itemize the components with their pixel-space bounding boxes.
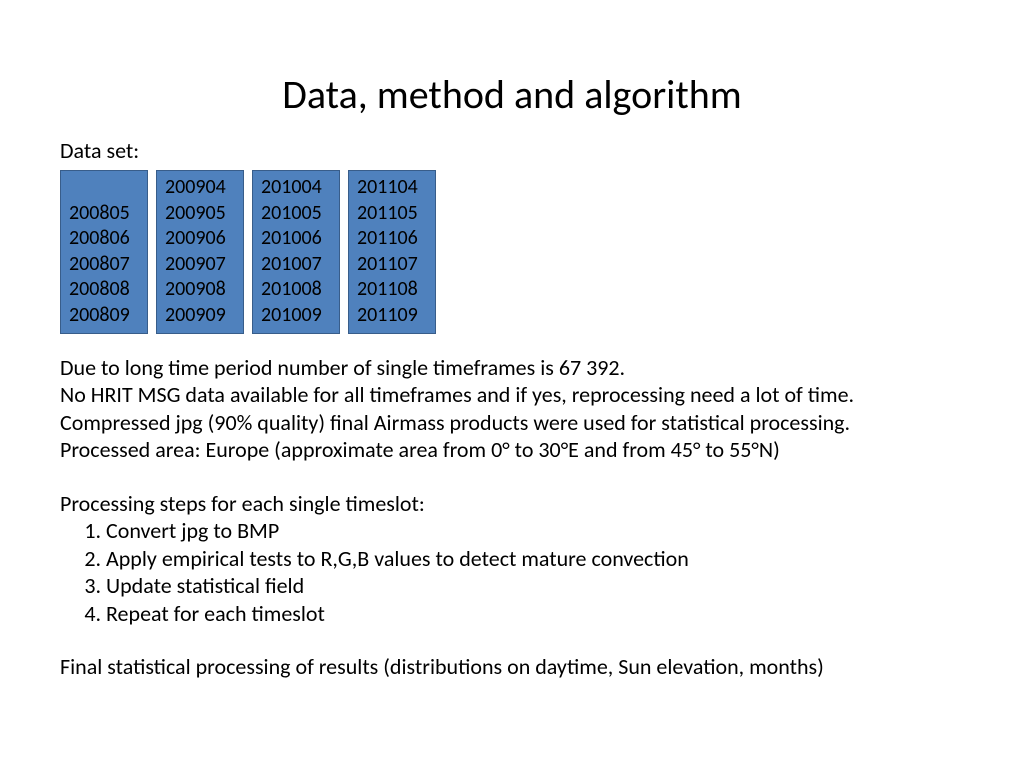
body-text: Due to long time period number of single… xyxy=(60,354,964,681)
table-column: 200904 200905 200906 200907 200908 20090… xyxy=(156,170,244,334)
table-cell: 201005 xyxy=(261,201,331,227)
table-cell: 201004 xyxy=(261,175,331,201)
step-item: Update statistical field xyxy=(106,572,964,600)
table-cell: 201007 xyxy=(261,252,331,278)
table-column: 000000 200805 200806 200807 200808 20080… xyxy=(60,170,148,334)
table-cell: 200808 xyxy=(69,277,139,303)
table-cell: 201104 xyxy=(357,175,427,201)
para-line: Processed area: Europe (approximate area… xyxy=(60,436,964,464)
table-cell: 200805 xyxy=(69,201,139,227)
steps-list: Convert jpg to BMP Apply empirical tests… xyxy=(60,517,964,627)
step-item: Repeat for each timeslot xyxy=(106,600,964,628)
steps-label: Processing steps for each single timeslo… xyxy=(60,490,964,518)
table-cell: 201109 xyxy=(357,303,427,329)
table-cell: 200905 xyxy=(165,201,235,227)
table-cell: 200907 xyxy=(165,252,235,278)
table-column: 201104 201105 201106 201107 201108 20110… xyxy=(348,170,436,334)
table-cell: 201008 xyxy=(261,277,331,303)
table-cell: 200904 xyxy=(165,175,235,201)
table-cell: 201108 xyxy=(357,277,427,303)
table-cell: 200906 xyxy=(165,226,235,252)
table-cell: 200809 xyxy=(69,303,139,329)
table-cell: 201107 xyxy=(357,252,427,278)
para-line: Due to long time period number of single… xyxy=(60,354,964,382)
table-cell: 200909 xyxy=(165,303,235,329)
table-cell: 200908 xyxy=(165,277,235,303)
slide-title: Data, method and algorithm xyxy=(60,70,964,119)
table-cell: 201106 xyxy=(357,226,427,252)
table-column: 201004 201005 201006 201007 201008 20100… xyxy=(252,170,340,334)
para-line: Compressed jpg (90% quality) final Airma… xyxy=(60,409,964,437)
table-cell: 201006 xyxy=(261,226,331,252)
step-item: Apply empirical tests to R,G,B values to… xyxy=(106,545,964,573)
table-cell: 201105 xyxy=(357,201,427,227)
step-item: Convert jpg to BMP xyxy=(106,517,964,545)
table-cell: 200807 xyxy=(69,252,139,278)
dataset-label: Data set: xyxy=(60,137,964,164)
table-cell: 201009 xyxy=(261,303,331,329)
table-cell: 200806 xyxy=(69,226,139,252)
slide: Data, method and algorithm Data set: 000… xyxy=(0,0,1024,711)
para-line: No HRIT MSG data available for all timef… xyxy=(60,381,964,409)
closing-line: Final statistical processing of results … xyxy=(60,653,964,681)
dataset-table: 000000 200805 200806 200807 200808 20080… xyxy=(60,170,964,334)
